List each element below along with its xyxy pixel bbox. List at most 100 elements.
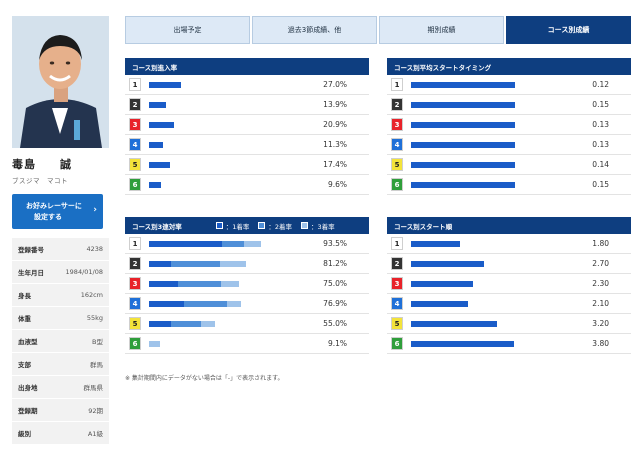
chevron-right-icon: › xyxy=(93,205,97,215)
panel-rows: 1 93.5% 2 81.2% 3 75.0% 4 76.9% 5 55.0% 6 9.1% xyxy=(125,234,369,354)
table-row: 6 9.6% xyxy=(125,175,369,195)
lane-number-badge: 3 xyxy=(391,118,403,131)
table-row: 3 2.30 xyxy=(387,274,631,294)
lane-number-badge: 1 xyxy=(391,237,403,250)
racer-profile: 毒島 誠 ブスジマ マコト お好みレーサーに 設定する › 登録番号 4238 生年… xyxy=(12,16,109,445)
bar xyxy=(411,341,514,347)
table-row: 5 3.20 xyxy=(387,314,631,334)
tab-1[interactable]: 出場予定 xyxy=(125,16,250,44)
panel-title: コース別進入率 xyxy=(125,58,369,75)
legend-third-label: ：3着率 xyxy=(310,222,335,231)
bar xyxy=(149,122,175,128)
stat-label: 血液型 xyxy=(18,338,38,346)
stat-value: 群馬県 xyxy=(83,384,104,392)
table-row: 4 11.3% xyxy=(125,135,369,155)
row-value: 0.13 xyxy=(592,140,609,149)
entry-rate-panel: コース別進入率 1 27.0% 2 13.9% 3 20.9% 4 11.3% 5 17.4% 6 9… xyxy=(125,58,369,195)
row-value: 55.0% xyxy=(323,319,347,328)
stat-value: 群馬 xyxy=(90,361,103,369)
row-value: 3.80 xyxy=(592,339,609,348)
stat-row: 身長 162cm xyxy=(12,284,109,307)
stat-label: 体重 xyxy=(18,315,31,323)
row-value: 9.1% xyxy=(327,339,347,348)
lane-number-badge: 2 xyxy=(391,257,403,270)
bar xyxy=(411,281,474,287)
bar-third xyxy=(219,261,247,267)
stat-value: A1級 xyxy=(87,430,103,438)
table-row: 1 27.0% xyxy=(125,75,369,95)
lane-number-badge: 1 xyxy=(129,78,141,91)
stat-value: B型 xyxy=(92,338,103,346)
lane-number-badge: 5 xyxy=(129,158,141,171)
bar xyxy=(149,162,170,168)
bar xyxy=(411,321,498,327)
table-row: 6 3.80 xyxy=(387,334,631,354)
bar xyxy=(411,162,515,168)
table-row: 5 0.14 xyxy=(387,155,631,175)
table-row: 4 76.9% xyxy=(125,294,369,314)
bar-second xyxy=(177,281,221,287)
racer-name-kana: ブスジマ マコト xyxy=(12,177,68,185)
panel-title: コース別3連対率 xyxy=(132,222,182,231)
row-value: 75.0% xyxy=(323,279,347,288)
bar xyxy=(411,142,515,148)
stat-value: 55kg xyxy=(86,314,103,322)
bar xyxy=(411,301,468,307)
tab-4[interactable]: コース別成績 xyxy=(506,16,631,44)
lane-number-badge: 5 xyxy=(129,317,141,330)
row-value: 17.4% xyxy=(323,160,347,169)
row-value: 2.70 xyxy=(592,259,609,268)
tab-2[interactable]: 過去3節成績、他 xyxy=(252,16,377,44)
bar xyxy=(411,82,515,88)
lane-number-badge: 4 xyxy=(129,138,141,151)
table-row: 2 13.9% xyxy=(125,95,369,115)
stat-label: 登録期 xyxy=(18,407,38,415)
stat-row: 登録期 92期 xyxy=(12,399,109,422)
lane-number-badge: 6 xyxy=(129,337,141,350)
bar-third xyxy=(200,321,215,327)
racer-portrait-image xyxy=(12,16,109,148)
stat-value: 1984/01/08 xyxy=(65,268,103,276)
tab-3[interactable]: 期別成績 xyxy=(379,16,504,44)
bar-third xyxy=(149,341,160,347)
legend-swatch xyxy=(300,222,308,229)
table-row: 4 2.10 xyxy=(387,294,631,314)
stat-label: 登録番号 xyxy=(18,246,44,254)
table-row: 1 1.80 xyxy=(387,234,631,254)
lane-number-badge: 3 xyxy=(129,277,141,290)
lane-number-badge: 6 xyxy=(129,178,141,191)
lane-number-badge: 6 xyxy=(391,178,403,191)
bar xyxy=(411,241,460,247)
footnote: ※ 集計期間内にデータがない場合は「-」で表示されます。 xyxy=(125,375,284,382)
lane-number-badge: 1 xyxy=(391,78,403,91)
set-favorite-racer-button[interactable]: お好みレーサーに 設定する › xyxy=(12,194,103,229)
legend-second: ：2着率 xyxy=(258,221,292,231)
table-row: 2 0.15 xyxy=(387,95,631,115)
stat-row: 血液型 B型 xyxy=(12,330,109,353)
chart-legend: ：1着率 ：2着率 ：3着率 xyxy=(215,221,335,231)
bar-first xyxy=(149,261,171,267)
table-row: 3 75.0% xyxy=(125,274,369,294)
row-value: 2.30 xyxy=(592,279,609,288)
row-value: 81.2% xyxy=(323,259,347,268)
bar-second xyxy=(183,301,227,307)
lane-number-badge: 5 xyxy=(391,158,403,171)
lane-number-badge: 2 xyxy=(129,257,141,270)
row-value: 11.3% xyxy=(323,140,347,149)
legend-swatch xyxy=(258,222,266,229)
stat-value: 162cm xyxy=(80,291,103,299)
bar-third xyxy=(221,281,239,287)
lane-number-badge: 2 xyxy=(391,98,403,111)
table-row: 3 20.9% xyxy=(125,115,369,135)
stat-label: 身長 xyxy=(18,292,31,300)
table-row: 2 81.2% xyxy=(125,254,369,274)
stat-row: 登録番号 4238 xyxy=(12,238,109,261)
panel-header: コース別3連対率 ：1着率 ：2着率 ：3着率 xyxy=(125,217,369,234)
start-order-panel: コース別スタート順 1 1.80 2 2.70 3 2.30 4 2.10 5 3.20 6 3.80 xyxy=(387,217,631,354)
table-row: 1 93.5% xyxy=(125,234,369,254)
row-value: 13.9% xyxy=(323,100,347,109)
stat-row: 出身地 群馬県 xyxy=(12,376,109,399)
legend-first-label: ：1着率 xyxy=(225,222,250,231)
bar xyxy=(149,142,163,148)
